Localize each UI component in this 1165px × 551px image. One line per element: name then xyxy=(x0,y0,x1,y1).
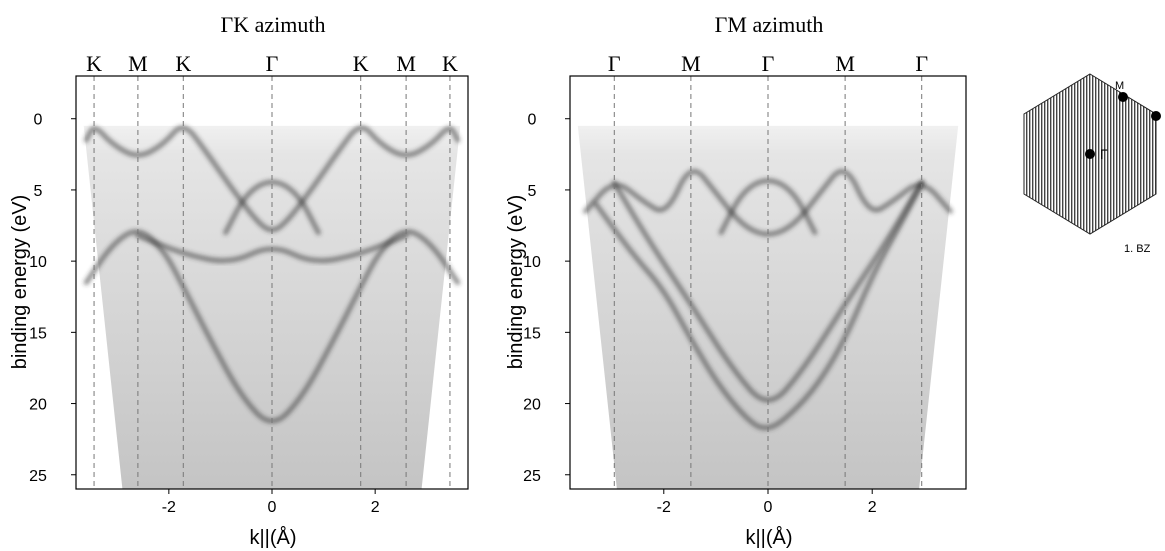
gk-panel: ΓK azimuth K M K Γ K M K 0 5 10 15 20 25 -2 0 2 bindi… xyxy=(9,12,469,549)
band-central-dome xyxy=(223,179,321,236)
band-upper-band xyxy=(83,125,461,233)
bz-gamma-point xyxy=(1085,149,1095,159)
bz-m-point xyxy=(1118,92,1128,102)
y-tick-label: 10 xyxy=(523,254,541,271)
gk-y-axis-label: binding energy (eV) xyxy=(9,195,31,370)
gk-title: ΓK azimuth xyxy=(221,12,326,37)
gk-symmetry-lines xyxy=(93,76,451,489)
y-tick-label: 25 xyxy=(29,468,47,485)
symmetry-label: K xyxy=(175,51,191,76)
band-sigma-band-cross xyxy=(611,180,925,403)
band-central-dome xyxy=(718,178,818,236)
brillouin-zone-inset: M Γ 1. BZ xyxy=(1023,73,1161,255)
bz-k-point xyxy=(1151,111,1161,121)
symmetry-label: Γ xyxy=(608,51,621,76)
y-tick-label: 0 xyxy=(34,112,43,129)
gk-x-axis-label: k||(Å) xyxy=(249,526,296,549)
y-tick-label: 20 xyxy=(523,397,541,414)
gm-bands xyxy=(583,168,953,431)
symmetry-label: Γ xyxy=(266,51,279,76)
x-tick-label: -2 xyxy=(657,499,671,516)
band-sigma-band-left xyxy=(593,180,925,431)
gk-y-ticks: 0 5 10 15 20 25 xyxy=(29,112,76,485)
symmetry-label: Γ xyxy=(762,51,775,76)
x-tick-label: 0 xyxy=(268,499,277,516)
gm-x-ticks: -2 0 2 xyxy=(657,489,877,516)
bz-caption: 1. BZ xyxy=(1124,243,1151,255)
symmetry-label: M xyxy=(681,51,701,76)
symmetry-label: K xyxy=(86,51,102,76)
symmetry-label: K xyxy=(442,51,458,76)
y-tick-label: 20 xyxy=(29,397,47,414)
gm-panel: ΓM azimuth Γ M Γ M Γ 0 5 10 15 20 25 -2 0 2 binding… xyxy=(505,12,967,549)
y-tick-label: 15 xyxy=(29,325,47,342)
symmetry-label: K xyxy=(353,51,369,76)
symmetry-label: M xyxy=(128,51,148,76)
symmetry-label: M xyxy=(396,51,416,76)
gm-symmetry-lines xyxy=(613,76,923,489)
x-tick-label: 2 xyxy=(868,499,877,516)
band-crossing-band xyxy=(135,233,409,264)
bz-gamma-label: Γ xyxy=(1100,146,1108,162)
gk-x-ticks: -2 0 2 xyxy=(162,489,380,516)
gm-title: ΓM azimuth xyxy=(715,12,824,37)
x-tick-label: 2 xyxy=(371,499,380,516)
y-tick-label: 0 xyxy=(528,112,537,129)
gm-y-ticks: 0 5 10 15 20 25 xyxy=(523,112,570,485)
x-tick-label: 0 xyxy=(764,499,773,516)
x-tick-label: -2 xyxy=(162,499,176,516)
gm-x-axis-label: k||(Å) xyxy=(745,526,792,549)
band-upper-band xyxy=(583,168,953,237)
intensity-background xyxy=(83,125,461,490)
symmetry-label: M xyxy=(835,51,855,76)
y-tick-label: 10 xyxy=(29,254,47,271)
y-tick-label: 25 xyxy=(523,468,541,485)
gm-y-axis-label: binding energy (eV) xyxy=(505,195,527,370)
y-tick-label: 5 xyxy=(528,183,537,200)
bz-m-label: M xyxy=(1115,80,1124,92)
symmetry-label: Γ xyxy=(915,51,928,76)
y-tick-label: 5 xyxy=(34,183,43,200)
gk-bands xyxy=(83,125,461,424)
intensity-background xyxy=(577,125,959,490)
y-tick-label: 15 xyxy=(523,325,541,342)
